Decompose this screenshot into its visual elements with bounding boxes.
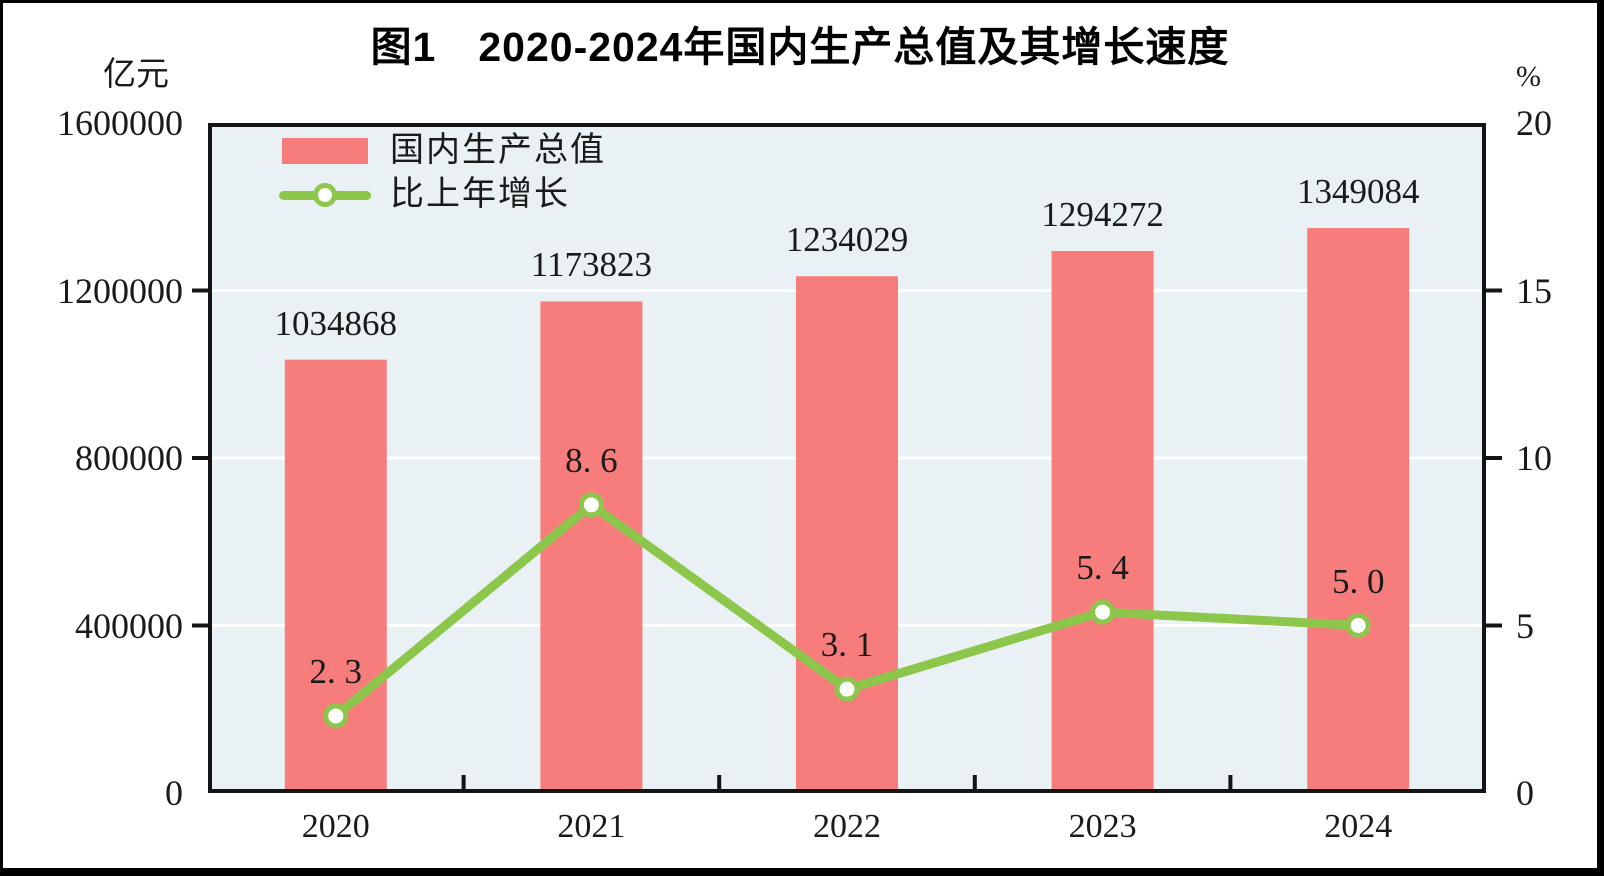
right-axis-tick-label: 5 <box>1516 605 1534 646</box>
growth-marker-2024 <box>1345 613 1371 638</box>
gdp-value-label: 1294272 <box>1041 195 1164 235</box>
legend-item-growth: 比上年增长 <box>279 173 570 217</box>
left-axis-tick-label: 400000 <box>75 605 183 646</box>
gdp-value-label: 1173823 <box>530 245 652 285</box>
plot-canvas <box>192 123 1502 794</box>
gdp-value-label: 1234029 <box>785 220 909 260</box>
right-axis-tick-label: 15 <box>1516 270 1552 311</box>
legend-label-growth: 比上年增长 <box>390 176 570 213</box>
left-axis-tick-label: 1200000 <box>57 270 183 311</box>
right-axis-tick-label: 0 <box>1516 773 1534 813</box>
x-axis-tick-label: 2022 <box>813 808 881 845</box>
gdp-bar-2023 <box>1051 251 1154 793</box>
legend-label-gdp: 国内生产总值 <box>390 132 606 169</box>
growth-marker-icon <box>313 182 337 207</box>
growth-value-label: 5. 0 <box>1331 561 1385 601</box>
growth-marker-2022 <box>834 676 860 702</box>
gdp-bar-swatch-icon <box>282 138 368 164</box>
x-axis-tick-label: 2023 <box>1068 808 1137 845</box>
x-axis-tick-label: 2024 <box>1324 808 1393 845</box>
gdp-bar-2024 <box>1307 228 1410 794</box>
growth-line-swatch-icon <box>279 182 371 207</box>
gdp-bar-2022 <box>796 276 898 793</box>
growth-marker-2021 <box>578 492 604 518</box>
x-axis-tick-label: 2020 <box>301 808 370 845</box>
right-axis-tick-label: 20 <box>1516 103 1552 143</box>
gdp-value-label: 1034868 <box>274 303 398 343</box>
plot-border <box>208 123 1486 793</box>
growth-value-label: 5. 4 <box>1076 548 1129 588</box>
left-axis-tick-label: 800000 <box>75 438 183 478</box>
gdp-value-label: 1349084 <box>1296 172 1420 212</box>
gdp-bar-2021 <box>540 301 643 793</box>
right-axis-tick-label: 10 <box>1516 438 1552 478</box>
growth-value-label: 8. 6 <box>565 440 618 480</box>
left-axis-unit-label: 亿元 <box>103 57 169 93</box>
growth-value-label: 3. 1 <box>820 625 874 665</box>
left-axis-tick-label: 0 <box>165 773 183 813</box>
legend-item-gdp: 国内生产总值 <box>282 129 606 173</box>
left-axis-tick-label: 1600000 <box>57 103 183 143</box>
chart-title: 图1 2020-2024年国内生产总值及其增长速度 <box>370 24 1230 70</box>
growth-marker-2023 <box>1090 599 1116 625</box>
x-axis-tick-label: 2021 <box>557 808 626 845</box>
growth-marker-2020 <box>323 703 349 729</box>
right-axis-unit-label: % <box>1516 60 1541 93</box>
growth-value-label: 2. 3 <box>309 651 363 691</box>
